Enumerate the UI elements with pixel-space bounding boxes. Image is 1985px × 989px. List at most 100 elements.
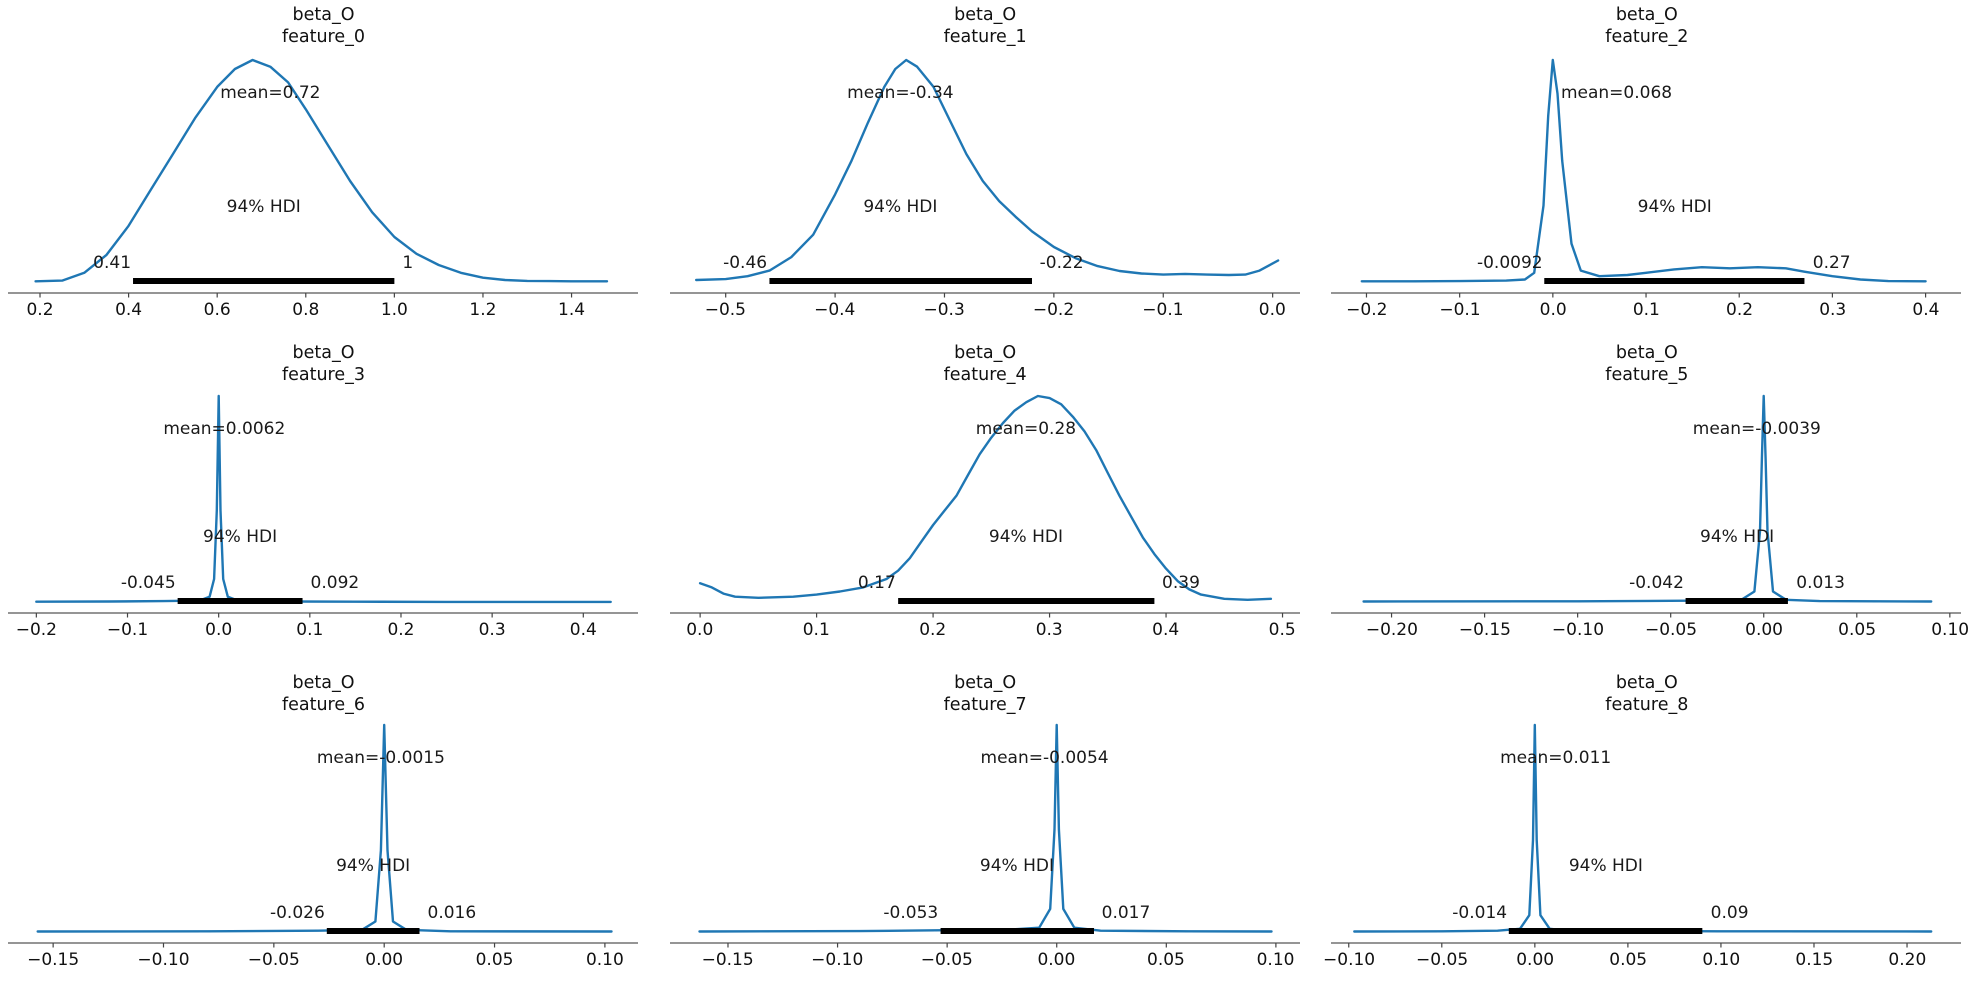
x-tick-label: −0.3	[923, 300, 965, 320]
x-tick-label: 0.2	[1726, 300, 1754, 320]
hdi-upper-label: 0.013	[1796, 572, 1845, 593]
x-tick-label: 0.0	[1258, 300, 1286, 320]
x-tick-label: 0.6	[203, 300, 231, 320]
x-tick-label: −0.4	[814, 300, 856, 320]
kde-plot-canvas	[669, 724, 1300, 948]
x-tick-label: −0.10	[137, 950, 190, 971]
x-tick-label: 0.1	[1632, 300, 1660, 320]
x-tick-label: 0.10	[1702, 950, 1741, 971]
x-tick-label: −0.15	[1458, 619, 1511, 640]
x-tick-label: 0.3	[1035, 619, 1063, 640]
x-tick-label: −0.2	[1032, 300, 1075, 320]
kde-plot-canvas	[669, 394, 1300, 618]
mean-label: mean=-0.34	[847, 83, 954, 103]
subplot-title-variable: beta_O	[292, 5, 355, 25]
x-tick-label: 0.4	[1912, 300, 1940, 320]
hdi-lower-label: 0.17	[857, 572, 896, 593]
subplot-title: beta_O feature_0	[9, 4, 638, 48]
hdi-label: 94% HDI	[1568, 856, 1643, 877]
subplot-title-feature: feature_0	[281, 27, 366, 47]
x-tick-label: 0.05	[1609, 950, 1648, 971]
x-tick-label: −0.5	[704, 300, 746, 320]
hdi-label: 94% HDI	[1637, 197, 1712, 217]
x-tick-label: 1.4	[558, 300, 586, 320]
subplot-title-feature: feature_2	[1605, 27, 1689, 47]
x-tick-label: −0.10	[811, 950, 864, 971]
subplot-title: beta_O feature_5	[1332, 342, 1961, 386]
hdi-upper-label: -0.22	[1039, 253, 1084, 273]
hdi-upper-label: 0.39	[1162, 572, 1200, 593]
x-tick-label: 0.20	[1888, 950, 1927, 971]
x-tick-label: 0.10	[585, 950, 624, 971]
subplot-title-feature: feature_7	[943, 695, 1027, 716]
hdi-upper-label: 0.09	[1710, 903, 1749, 924]
x-axis-ticks	[1348, 943, 1908, 948]
x-tick-label: 0.10	[1931, 619, 1970, 640]
subplot-title-variable: beta_O	[954, 673, 1017, 694]
x-tick-label: 0.00	[1516, 950, 1555, 971]
subplot-title-feature: feature_5	[1605, 364, 1689, 385]
x-tick-label: 1.0	[380, 300, 408, 320]
x-tick-label: 0.5	[1268, 619, 1296, 640]
x-tick-label: 1.2	[469, 300, 497, 320]
hdi-upper-label: 0.016	[427, 903, 477, 924]
kde-plot-canvas	[669, 58, 1300, 298]
subplot-title-variable: beta_O	[1615, 342, 1678, 363]
x-axis-ticks	[727, 943, 1277, 948]
x-tick-label: −0.15	[27, 950, 80, 971]
subplot-title-feature: feature_1	[943, 27, 1027, 47]
kde-curve	[1353, 724, 1933, 934]
kde-plot-canvas	[8, 394, 638, 618]
x-tick-label: −0.15	[701, 950, 754, 971]
posterior-subplot: beta_O feature_0 mean=0.72 94% HDI 0.41 …	[0, 0, 662, 330]
kde-curve	[34, 58, 609, 283]
hdi-upper-label: 0.092	[310, 572, 360, 593]
x-tick-label: 0.3	[1819, 300, 1847, 320]
subplot-title-variable: beta_O	[954, 5, 1017, 25]
x-tick-label: −0.05	[1644, 619, 1698, 640]
subplot-title: beta_O feature_6	[9, 672, 638, 716]
x-tick-label: 0.00	[1037, 950, 1076, 971]
mean-label: mean=0.28	[975, 418, 1077, 439]
kde-curve	[35, 394, 612, 603]
subplot-title-feature: feature_4	[943, 364, 1027, 385]
kde-curve	[698, 394, 1272, 601]
hdi-label: 94% HDI	[1700, 526, 1775, 547]
x-tick-label: −0.2	[15, 619, 57, 640]
x-tick-label: 0.4	[569, 619, 597, 640]
subplot-title: beta_O feature_7	[671, 672, 1300, 716]
subplot-title: beta_O feature_1	[671, 4, 1300, 48]
mean-label: mean=0.011	[1500, 748, 1612, 769]
kde-plot-canvas	[1331, 724, 1962, 948]
hdi-label: 94% HDI	[203, 526, 278, 547]
hdi-lower-label: -0.46	[723, 253, 768, 273]
mean-label: mean=-0.0039	[1692, 418, 1821, 439]
x-tick-label: 0.05	[1838, 619, 1877, 640]
posterior-subplot: beta_O feature_4 mean=0.28 94% HDI 0.17 …	[662, 330, 1324, 660]
posterior-subplot: beta_O feature_8 mean=0.011 94% HDI -0.0…	[1323, 659, 1985, 989]
hdi-lower-label: 0.41	[93, 253, 132, 273]
hdi-label: 94% HDI	[226, 197, 301, 217]
x-axis-ticks	[724, 293, 1273, 298]
posterior-subplot: beta_O feature_7 mean=-0.0054 94% HDI -0…	[662, 659, 1324, 989]
hdi-lower-label: -0.042	[1629, 572, 1684, 593]
subplot-title: beta_O feature_4	[671, 342, 1300, 386]
x-tick-label: 0.0	[686, 619, 714, 640]
hdi-label: 94% HDI	[336, 856, 411, 877]
x-tick-label: 0.15	[1795, 950, 1834, 971]
x-tick-label: −0.2	[1346, 300, 1388, 320]
x-tick-label: 0.2	[387, 619, 415, 640]
subplot-title-variable: beta_O	[954, 342, 1017, 363]
posterior-subplot: beta_O feature_1 mean=-0.34 94% HDI -0.4…	[662, 0, 1324, 330]
x-axis-ticks	[35, 612, 584, 618]
hdi-lower-label: -0.053	[883, 903, 939, 924]
kde-plot-canvas	[8, 724, 638, 948]
kde-plot-canvas	[8, 58, 638, 298]
subplot-title-variable: beta_O	[1615, 5, 1678, 25]
x-tick-label: 0.00	[365, 950, 404, 971]
hdi-lower-label: -0.014	[1452, 903, 1508, 924]
x-tick-label: 0.05	[475, 950, 514, 971]
x-tick-label: 0.1	[296, 619, 324, 640]
x-tick-label: 0.4	[1152, 619, 1180, 640]
